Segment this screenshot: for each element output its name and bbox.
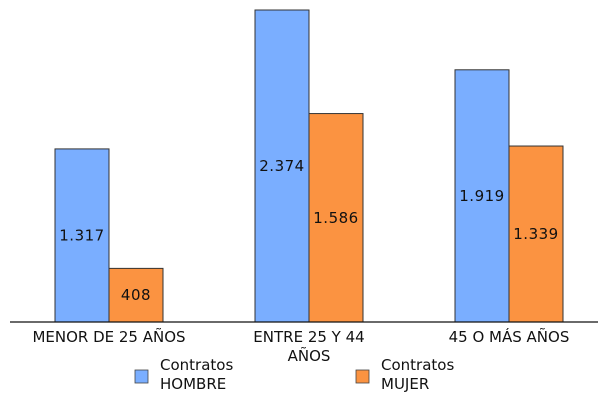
bar-s0-c2 bbox=[454, 69, 510, 323]
legend-label-1-line1: MUJER bbox=[381, 375, 429, 393]
data-label-s1-c2: 1.339 bbox=[513, 225, 558, 243]
legend-label-0: Contratos bbox=[160, 356, 233, 374]
bar-s1-c1 bbox=[308, 113, 364, 323]
bar-s0-c1 bbox=[254, 9, 310, 323]
category-label-2: 45 O MÁS AÑOS bbox=[449, 327, 570, 346]
category-label-0: MENOR DE 25 AÑOS bbox=[32, 327, 185, 346]
legend-swatch-1 bbox=[355, 369, 370, 384]
category-label-1-line1: AÑOS bbox=[288, 346, 331, 365]
data-label-s1-c1: 1.586 bbox=[313, 209, 358, 227]
data-label-s0-c2: 1.919 bbox=[459, 187, 504, 205]
bar-s1-c2 bbox=[508, 145, 564, 323]
bar-s1-c0 bbox=[108, 267, 164, 323]
data-label-s1-c0: 408 bbox=[121, 286, 151, 304]
bar-s0-c0 bbox=[54, 148, 110, 323]
legend-label-0-line1: HOMBRE bbox=[160, 375, 226, 393]
data-label-s0-c1: 2.374 bbox=[259, 157, 304, 175]
data-label-s0-c0: 1.317 bbox=[59, 226, 104, 244]
legend-label-1: Contratos bbox=[381, 356, 454, 374]
category-label-1: ENTRE 25 Y 44 bbox=[253, 328, 364, 346]
legend-swatch-0 bbox=[134, 369, 149, 384]
bars-layer: 1.317 408 2.374 1.586 1.919 1.339 bbox=[54, 9, 564, 323]
